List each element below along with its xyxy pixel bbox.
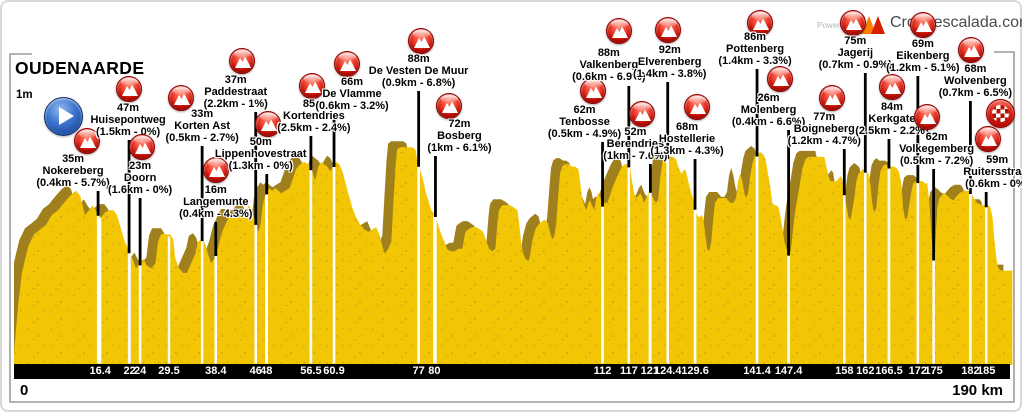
climb-icon (654, 17, 681, 43)
climb-icon (840, 10, 867, 36)
climb-detail: (0.6km - 3.2%) (315, 100, 389, 112)
climb-elevation: 77m (813, 111, 836, 123)
climb-label: 37m Paddestraat (2.2km - 1%) (204, 74, 268, 110)
climb-elevation: 68m (676, 121, 699, 133)
climb-label: 23m Doorn (1.6km - 0%) (108, 160, 172, 196)
climb-icon (684, 94, 711, 120)
climb-elevation: 86m (744, 31, 767, 43)
climb-name: Ruitersstraat (963, 166, 1022, 178)
finish-checkered-flag-icon (986, 99, 1015, 128)
climb-detail: (0.4km - 4.3%) (179, 208, 253, 220)
climb-name: Eikenberg (896, 50, 950, 62)
powered-by-label: Powered by (817, 21, 860, 30)
climb-name: Nokereberg (42, 165, 104, 177)
climb-name: Korten Ast (174, 120, 231, 132)
climb-name: Wolvenberg (944, 75, 1007, 87)
climb-detail: (1.2km - 4.7%) (787, 135, 861, 147)
climb-icon (913, 104, 940, 130)
climb-label: 68m Wolvenberg (0.7km - 6.5%) (939, 63, 1012, 99)
climb-elevation: 75m (844, 35, 867, 47)
climb-elevation: 62m (573, 104, 596, 116)
climb-elevation: 47m (117, 102, 140, 114)
climb-label: 35m Nokereberg (0.4km - 5.7%) (36, 153, 109, 189)
climb-detail: (2.2km - 1%) (203, 98, 268, 110)
climb-detail: (0.7km - 6.5%) (938, 87, 1013, 99)
climb-label: 86m Pottenberg (1.4km - 3.3%) (718, 31, 791, 67)
climb-label: 75m Jagerij (0.7km - 0.9%) (819, 35, 892, 71)
climb-detail: (0.7km - 0.9%) (818, 59, 892, 71)
climb-detail: (1km - 6.1%) (427, 142, 492, 154)
climb-icon (129, 134, 156, 160)
climb-elevation: 59m (986, 154, 1009, 166)
climb-name: Bosberg (437, 130, 482, 142)
climb-elevation: 69m (911, 38, 934, 50)
climb-label: 92m Elverenberg (1.4km - 3.8%) (633, 44, 706, 80)
climb-name: Paddestraat (204, 86, 268, 98)
climb-label: 47m Huisepontweg (1.5km - 0%) (90, 102, 165, 138)
climb-icon (878, 74, 905, 100)
climb-elevation: 50m (249, 136, 272, 148)
climb-name: Boigneberg (793, 123, 855, 135)
climb-label: 77m Boigneberg (1.2km - 4.7%) (788, 111, 861, 147)
climb-icon (116, 76, 143, 102)
climb-label: 50m Lippenhovestraat (1.3km - 0%) (215, 136, 307, 172)
climb-elevation: 92m (658, 44, 681, 56)
climb-elevation: 16m (204, 184, 227, 196)
climb-name: Pottenberg (726, 43, 785, 55)
climb-name: Lippenhovestraat (214, 148, 307, 160)
climb-name: Elverenberg (637, 56, 702, 68)
climb-elevation: 23m (129, 160, 152, 172)
climb-name: Huisepontweg (90, 114, 166, 126)
climb-name: Jagerij (837, 47, 874, 59)
climb-label: 59mRuitersstraat(0.6km - 0%) (963, 154, 1022, 190)
climb-icon (334, 51, 361, 77)
climb-icon (436, 93, 463, 119)
climb-detail: (2.5km - 2.4%) (277, 122, 351, 134)
climb-name: De Vesten De Muur (368, 65, 469, 77)
climb-name: Doorn (123, 172, 157, 184)
climb-icon (766, 66, 793, 92)
climb-icon (819, 85, 846, 111)
climb-detail: (1.3km - 4.3%) (650, 145, 724, 157)
climb-detail: (0.4km - 5.7%) (36, 177, 110, 189)
climb-detail: (0.6km - 0%) (965, 178, 1022, 190)
climb-detail: (0.9km - 6.8%) (381, 77, 456, 89)
climb-name: Hostellerie (658, 133, 716, 145)
climb-elevation: 88m (407, 53, 430, 65)
climb-elevation: 68m (964, 63, 987, 75)
climb-elevation: 72m (448, 118, 471, 130)
climb-label: 68m Hostellerie (1.3km - 4.3%) (650, 121, 723, 157)
climb-icon (958, 37, 985, 63)
climb-elevation: 26m (757, 92, 780, 104)
climb-icon (975, 126, 1002, 152)
climb-icon (407, 28, 434, 54)
climb-icon (605, 18, 632, 44)
climb-icon (228, 48, 255, 74)
climb-label: 72m Bosberg (1km - 6.1%) (427, 118, 491, 154)
climb-label: 16m Langemunte (0.4km - 4.3%) (179, 184, 252, 220)
climb-label: 88m De Vesten De Muur (0.9km - 6.8%) (369, 53, 469, 89)
climb-icon (747, 10, 774, 36)
climb-elevation: 62m (925, 131, 948, 143)
climb-icon (909, 12, 936, 38)
climb-detail: (1.4km - 3.8%) (633, 68, 707, 80)
climb-detail: (1.3km - 0%) (228, 160, 293, 172)
climb-name: Langemunte (183, 196, 249, 208)
climb-detail: (1.6km - 0%) (108, 184, 173, 196)
climb-elevation: 37m (224, 74, 247, 86)
climb-elevation: 35m (62, 153, 85, 165)
climb-name: De Vlamme (322, 88, 382, 100)
